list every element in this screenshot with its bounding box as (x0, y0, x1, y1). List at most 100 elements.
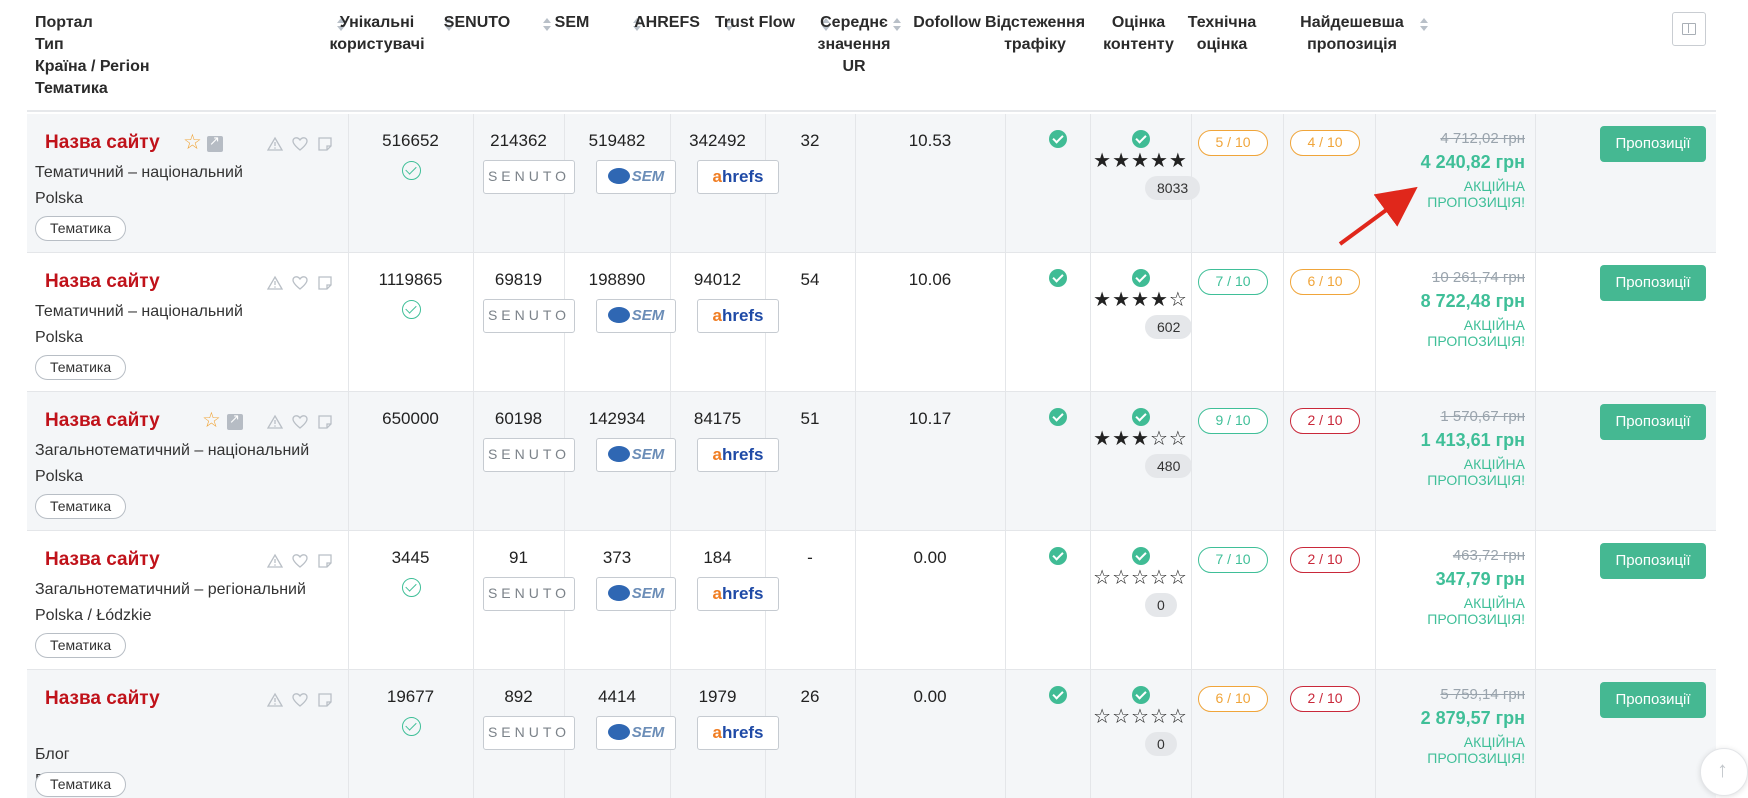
header-senuto[interactable]: SENUTO (443, 14, 511, 31)
header-portal-label: Портал (35, 14, 93, 31)
ahrefs-logo-button[interactable]: ahrefs (697, 438, 779, 472)
column-divider (1283, 670, 1284, 798)
ahrefs-logo-button[interactable]: ahrefs (697, 716, 779, 750)
note-icon[interactable] (317, 275, 333, 291)
sort-price-icon[interactable] (1420, 18, 1428, 32)
sort-users-icon[interactable] (445, 18, 453, 32)
sort-trust-flow-icon[interactable] (822, 18, 830, 32)
price-cell: 1 570,67 грн 1 413,61 грн АКЦІЙНА ПРОПОЗИЦ… (1375, 392, 1525, 530)
column-divider (1535, 114, 1536, 252)
technical-score-badge: 2 / 10 (1290, 408, 1360, 434)
header-ahrefs[interactable]: AHREFS (634, 14, 700, 31)
note-icon[interactable] (317, 136, 333, 152)
ahrefs-logo-a: a (712, 584, 722, 603)
external-link-icon[interactable] (207, 133, 223, 152)
sort-senuto-icon[interactable] (543, 18, 551, 32)
sort-ur-icon[interactable] (893, 18, 901, 32)
header-avg-ur[interactable]: Середнє значення UR (803, 12, 905, 78)
sort-ahrefs-icon[interactable] (725, 18, 733, 32)
ahrefs-logo-a: a (712, 306, 722, 325)
offers-button[interactable]: Пропозиції (1600, 404, 1706, 440)
sem-logo-button[interactable]: SEM (596, 299, 676, 333)
ahrefs-value: 94012 (693, 270, 742, 289)
offers-button[interactable]: Пропозиції (1600, 543, 1706, 579)
column-divider (1005, 670, 1006, 798)
note-icon[interactable] (317, 553, 333, 569)
site-type: Загальнотематичний – національний (35, 442, 310, 459)
ahrefs-logo-button[interactable]: ahrefs (697, 299, 779, 333)
senuto-logo-button[interactable]: SENUTO (483, 438, 575, 472)
sort-portal-icon[interactable] (337, 18, 345, 32)
heart-icon[interactable] (292, 275, 308, 291)
table-row: Назва сайту ☆ Загальнотематичний – націона… (27, 392, 1716, 531)
theme-badge[interactable]: Тематика (35, 633, 127, 658)
site-name-link[interactable]: Назва сайту (45, 271, 160, 292)
heart-icon[interactable] (292, 553, 308, 569)
header-sem[interactable]: SEM (554, 14, 590, 31)
warning-icon[interactable] (266, 692, 284, 708)
site-region: Polska (35, 468, 84, 485)
technical-score-badge: 4 / 10 (1290, 130, 1360, 156)
row-actions (266, 553, 333, 569)
traffic-check-icon (1132, 130, 1150, 148)
sem-logo-button[interactable]: SEM (596, 438, 676, 472)
site-type: Тематичний – національний (35, 303, 243, 320)
heart-icon[interactable] (292, 136, 308, 152)
ahrefs-logo-text: hrefs (721, 445, 764, 464)
note-icon[interactable] (317, 414, 333, 430)
header-cheapest-offer[interactable]: Найдешевша пропозиція (1287, 12, 1417, 56)
site-name-link[interactable]: Назва сайту (45, 132, 160, 153)
ahrefs-logo-a: a (712, 723, 722, 742)
theme-badge[interactable]: Тематика (35, 772, 127, 797)
header-content-line1: Оцінка (1111, 14, 1166, 31)
heart-icon[interactable] (292, 692, 308, 708)
site-name-link[interactable]: Назва сайту (45, 549, 160, 570)
unique-users-value: 1119865 (378, 270, 443, 289)
ahrefs-logo-button[interactable]: ahrefs (697, 160, 779, 194)
warning-icon[interactable] (266, 414, 284, 430)
theme-badge[interactable]: Тематика (35, 216, 127, 241)
site-name-link[interactable]: Назва сайту (45, 410, 160, 431)
theme-badge[interactable]: Тематика (35, 355, 127, 380)
content-score-badge: 6 / 10 (1198, 686, 1268, 712)
warning-icon[interactable] (266, 136, 284, 152)
trust-flow-value: 32 (800, 131, 820, 150)
favorite-star-icon[interactable]: ☆ (202, 409, 221, 432)
senuto-logo-button[interactable]: SENUTO (483, 160, 575, 194)
column-divider (855, 253, 856, 391)
sem-value: 4414 (598, 687, 636, 706)
offers-button[interactable]: Пропозиції (1600, 126, 1706, 162)
offers-button[interactable]: Пропозиції (1600, 265, 1706, 301)
warning-icon[interactable] (266, 275, 284, 291)
header-unique-users[interactable]: Унікальні користувачі (317, 12, 437, 56)
sem-logo-button[interactable]: SEM (596, 716, 676, 750)
favorite-star-icon[interactable]: ☆ (183, 131, 202, 154)
warning-icon[interactable] (266, 553, 284, 569)
scroll-to-top-button[interactable] (1700, 748, 1748, 796)
avg-ur-value: 10.53 (908, 131, 952, 150)
theme-badge[interactable]: Тематика (35, 494, 127, 519)
column-divider (1535, 392, 1536, 530)
senuto-value: 69819 (494, 270, 543, 289)
sem-logo-button[interactable]: SEM (596, 577, 676, 611)
promo-label: АКЦІЙНА ПРОПОЗИЦІЯ! (1427, 734, 1525, 766)
note-icon[interactable] (317, 692, 333, 708)
column-divider (1005, 114, 1006, 252)
ahrefs-logo-button[interactable]: ahrefs (697, 577, 779, 611)
promo-label: АКЦІЙНА ПРОПОЗИЦІЯ! (1427, 456, 1525, 488)
external-link-icon[interactable] (227, 411, 243, 430)
offers-button[interactable]: Пропозиції (1600, 682, 1706, 718)
header-trust-flow[interactable]: Trust Flow (715, 14, 795, 31)
sem-logo-button[interactable]: SEM (596, 160, 676, 194)
column-settings-button[interactable] (1672, 12, 1706, 46)
sort-sem-icon[interactable] (633, 18, 641, 32)
site-name-link[interactable]: Назва сайту (45, 688, 160, 709)
price-cell: 10 261,74 грн 8 722,48 грн АКЦІЙНА ПРОПОЗИ… (1375, 253, 1525, 391)
header-portal: Портал Тип Країна / Регіон Тематика (35, 12, 275, 100)
heart-icon[interactable] (292, 414, 308, 430)
content-score-badge: 7 / 10 (1198, 547, 1268, 573)
senuto-logo-button[interactable]: SENUTO (483, 299, 575, 333)
senuto-logo-button[interactable]: SENUTO (483, 577, 575, 611)
column-divider (1283, 392, 1284, 530)
senuto-logo-button[interactable]: SENUTO (483, 716, 575, 750)
